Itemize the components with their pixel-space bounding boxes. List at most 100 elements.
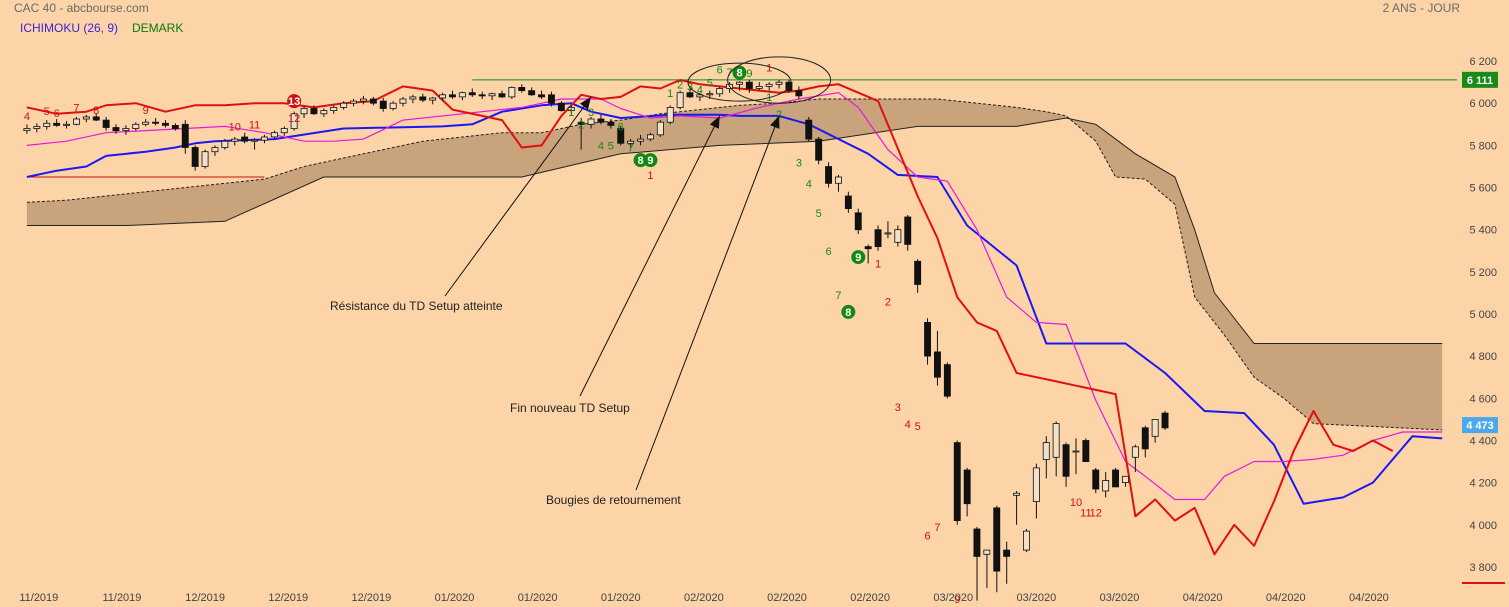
demark-count-46: 9: [954, 594, 960, 606]
candle-95: [963, 467, 971, 517]
y-tick-label: 4 400: [1469, 435, 1497, 447]
candle-body: [1052, 423, 1060, 458]
candle-31: [330, 105, 338, 114]
candle-21: [231, 136, 239, 146]
demark-count-47: 10: [1070, 497, 1082, 509]
candle-body: [528, 90, 536, 96]
candle-66: [676, 90, 684, 110]
candle-body: [1072, 450, 1080, 453]
annotation-arrowhead: [579, 96, 592, 110]
annotation-1: Fin nouveau TD Setup: [510, 115, 721, 415]
candle-body: [458, 92, 466, 98]
candle-28: [300, 106, 308, 118]
candle-12: [142, 119, 150, 127]
demark-count-36: 7: [835, 290, 841, 302]
candle-47: [488, 92, 496, 101]
candle-body: [201, 151, 209, 167]
x-tick-label: 03/2020: [1100, 592, 1140, 604]
demark-count-48: 11: [1080, 507, 1091, 519]
senkou-span-b: [26, 117, 1443, 344]
candle-body: [73, 118, 80, 125]
candle-body: [439, 94, 446, 99]
candle-19: [211, 145, 219, 156]
demark-count-12: 3: [588, 107, 594, 119]
candle-body: [122, 128, 130, 131]
candle-body: [1062, 444, 1070, 477]
price-box-bg: [1462, 417, 1498, 434]
demark-count-3: 7: [73, 103, 79, 115]
candle-body: [1032, 467, 1040, 502]
demark-count-32: 3: [796, 157, 802, 169]
demark-count-40: 2: [885, 297, 891, 309]
legend-ichimoku: ICHIMOKU (26, 9): [20, 21, 118, 35]
candle-body: [320, 110, 328, 115]
candle-body: [637, 138, 644, 142]
candle-body: [805, 119, 813, 140]
x-tick-label: 02/2020: [850, 592, 890, 604]
demark-count-43: 5: [915, 421, 921, 433]
candle-49: [508, 86, 516, 100]
candle-52: [538, 90, 545, 100]
candle-body: [330, 107, 338, 112]
x-tick-label: 04/2020: [1183, 592, 1223, 604]
candle-10: [122, 125, 130, 135]
candle-body: [953, 442, 961, 522]
demark-count-circled-17: 8: [633, 153, 648, 168]
candle-15: [171, 123, 179, 131]
annotation-label: Résistance du TD Setup atteinte: [330, 299, 503, 313]
candle-76: [775, 79, 783, 89]
candle-58: [597, 114, 605, 125]
demark-count-14: 5: [608, 141, 614, 153]
candle-body: [152, 121, 159, 124]
candle-body: [676, 92, 684, 108]
candle-body: [934, 351, 941, 378]
candle-body: [132, 123, 140, 129]
candle-body: [706, 93, 714, 96]
candle-body: [815, 138, 823, 161]
candle-92: [934, 330, 941, 386]
candle-body: [943, 364, 951, 397]
candle-1: [33, 123, 41, 133]
candle-body: [82, 116, 90, 120]
candle-body: [785, 81, 793, 91]
candle-75: [765, 82, 773, 91]
candle-54: [557, 101, 565, 112]
candle-14: [161, 120, 169, 128]
candle-body: [1161, 412, 1169, 429]
count-badge: [851, 250, 866, 265]
y-tick-label: 6 000: [1469, 98, 1497, 110]
demark-count-28: 9: [746, 68, 752, 80]
count-badge: [643, 153, 658, 168]
demark-count-circled-38: 9: [851, 250, 866, 265]
x-tick-label: 12/2019: [351, 592, 391, 604]
count-label: 9: [855, 252, 861, 264]
candle-112: [1131, 444, 1139, 473]
candle-87: [884, 221, 892, 239]
x-tick-label: 04/2020: [1266, 592, 1306, 604]
y-tick-label: 4 000: [1469, 520, 1497, 532]
demark-count-7: 11: [249, 120, 260, 132]
count-label: 8: [736, 68, 742, 80]
candle-23: [251, 138, 258, 150]
candle-5: [73, 116, 80, 126]
candle-body: [894, 229, 902, 243]
candle-body: [835, 176, 842, 184]
demark-count-49: 12: [1090, 507, 1102, 519]
demark-count-5: 9: [143, 105, 149, 117]
candle-body: [221, 140, 229, 148]
highlight-circle-0: [687, 62, 792, 102]
candle-body: [33, 126, 41, 129]
candle-61: [627, 139, 635, 148]
candle-83: [844, 191, 852, 213]
candle-body: [844, 195, 852, 210]
candle-18: [201, 149, 209, 169]
demark-count-15: 6: [618, 122, 624, 134]
demark-count-19: 1: [647, 170, 653, 182]
candle-56: [577, 117, 585, 150]
candle-body: [359, 98, 367, 102]
candles: [23, 79, 1169, 601]
x-tick-label: 12/2019: [185, 592, 225, 604]
candle-88: [894, 225, 902, 247]
chikou-line: [26, 79, 1394, 556]
